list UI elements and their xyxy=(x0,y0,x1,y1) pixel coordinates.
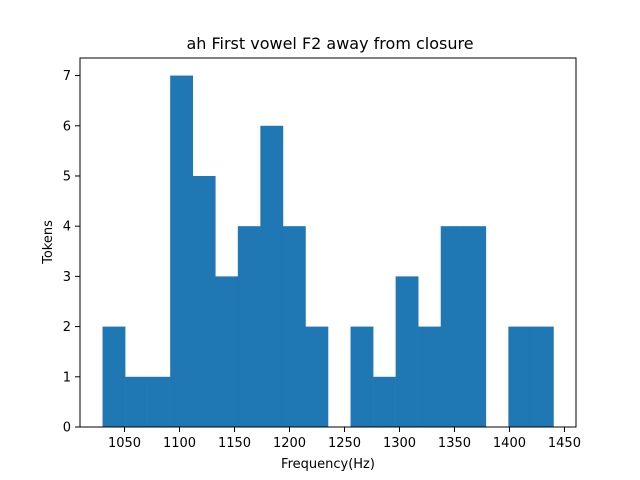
y-tick-label-7: 7 xyxy=(63,69,71,84)
y-tick-label-0: 0 xyxy=(63,421,71,436)
histogram-bar-19 xyxy=(530,326,554,427)
x-tick-label-1: 1100 xyxy=(163,436,196,451)
x-tick-label-4: 1250 xyxy=(328,436,361,451)
histogram-bar-5 xyxy=(215,276,239,427)
y-tick-label-3: 3 xyxy=(63,270,71,285)
y-axis-ticks: 0 1 2 3 4 5 6 7 xyxy=(63,69,80,436)
histogram-bar-3 xyxy=(170,75,194,428)
histogram-bar-7 xyxy=(260,125,284,427)
chart-title: ah First vowel F2 away from closure xyxy=(186,34,473,53)
x-tick-label-6: 1350 xyxy=(438,436,471,451)
x-axis-ticks: 1050 1100 1150 1200 1250 1300 1350 1400 1450 xyxy=(108,427,581,451)
x-axis-title: Frequency(Hz) xyxy=(281,457,375,472)
x-tick-label-2: 1150 xyxy=(218,436,251,451)
histogram-bar-8 xyxy=(282,226,306,427)
histogram-bar-16 xyxy=(463,226,487,427)
histogram-bar-1 xyxy=(125,376,148,427)
histogram-bar-6 xyxy=(237,226,261,427)
histogram-bar-12 xyxy=(373,376,396,427)
y-tick-label-1: 1 xyxy=(63,370,71,385)
plot-frame xyxy=(79,57,577,428)
bars-group xyxy=(102,75,554,428)
histogram-bar-11 xyxy=(350,326,374,427)
histogram-bar-2 xyxy=(147,376,171,427)
x-tick-label-5: 1300 xyxy=(383,436,416,451)
y-tick-label-4: 4 xyxy=(63,220,71,235)
y-tick-label-5: 5 xyxy=(63,169,71,184)
histogram-bar-13 xyxy=(395,276,419,427)
histogram-bar-18 xyxy=(508,326,532,427)
histogram-bar-0 xyxy=(102,326,126,427)
x-tick-label-8: 1450 xyxy=(548,436,581,451)
x-tick-label-0: 1050 xyxy=(108,436,141,451)
x-tick-label-7: 1400 xyxy=(493,436,526,451)
histogram-bar-9 xyxy=(305,326,329,427)
y-axis-title: Tokens xyxy=(41,220,56,265)
histogram-bar-14 xyxy=(418,326,442,427)
x-tick-label-3: 1200 xyxy=(273,436,306,451)
y-tick-label-6: 6 xyxy=(63,119,71,134)
histogram-bar-4 xyxy=(192,175,216,427)
y-tick-label-2: 2 xyxy=(63,320,71,335)
histogram-bar-15 xyxy=(440,226,464,427)
